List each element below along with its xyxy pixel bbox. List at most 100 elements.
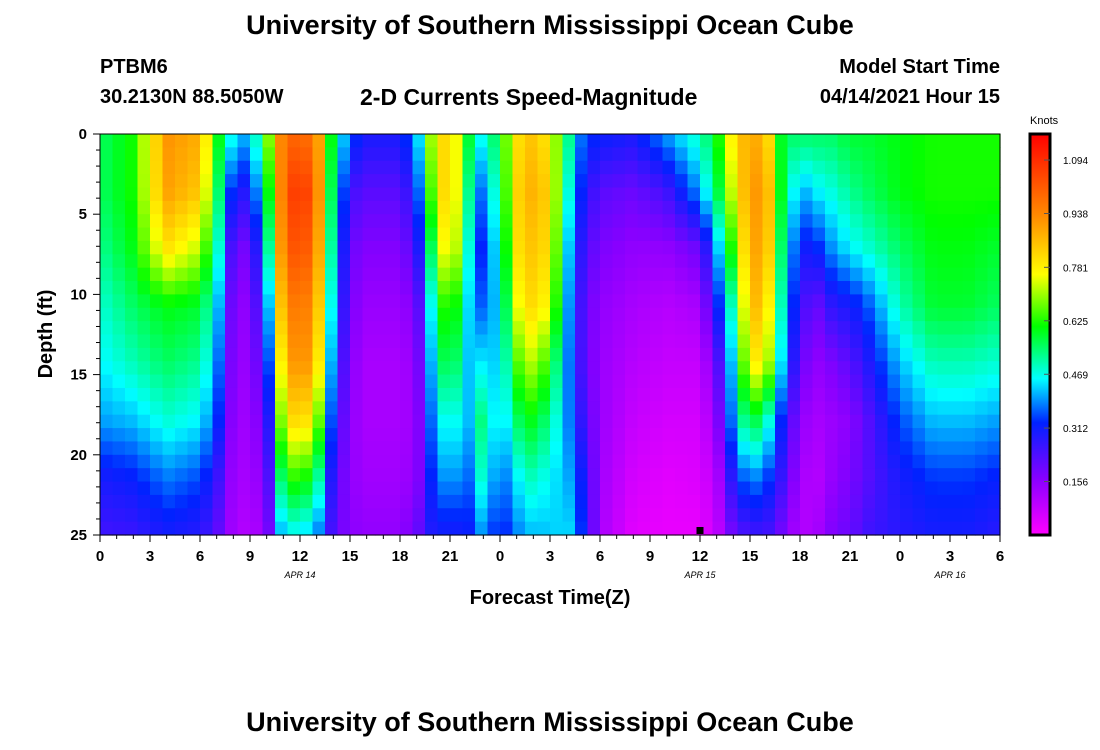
heatmap-cell <box>150 174 164 189</box>
heatmap-cell <box>287 521 301 536</box>
heatmap-cell <box>612 494 626 509</box>
heatmap-cell <box>487 414 501 429</box>
heatmap-cell <box>675 267 689 282</box>
heatmap-cell <box>987 374 1001 389</box>
heatmap-cell <box>962 468 976 483</box>
heatmap-cell <box>887 374 901 389</box>
heatmap-cell <box>587 521 601 536</box>
heatmap-cell <box>750 521 764 536</box>
heatmap-cell <box>425 481 439 496</box>
heatmap-cell <box>725 347 739 362</box>
heatmap-cell <box>312 187 326 202</box>
heatmap-cell <box>625 200 639 215</box>
heatmap-cell <box>225 374 239 389</box>
heatmap-cell <box>387 334 401 349</box>
heatmap-cell <box>925 174 939 189</box>
heatmap-cell <box>237 374 251 389</box>
heatmap-cell <box>387 387 401 402</box>
heatmap-cell <box>225 414 239 429</box>
heatmap-cell <box>987 521 1001 536</box>
heatmap-cell <box>387 294 401 309</box>
heatmap-cell <box>350 401 364 416</box>
heatmap-cell <box>775 281 789 295</box>
heatmap-cell <box>850 214 864 229</box>
heatmap-cell <box>550 267 564 282</box>
heatmap-cell <box>600 160 614 175</box>
heatmap-cell <box>312 347 326 362</box>
heatmap-cell <box>550 387 564 402</box>
heatmap-cell <box>737 374 751 389</box>
station-coordinates: 30.2130N 88.5050W <box>100 86 284 108</box>
station-id: PTBM6 <box>100 56 168 78</box>
heatmap-cell <box>800 174 814 189</box>
heatmap-cell <box>800 387 814 402</box>
heatmap-cell <box>900 361 914 376</box>
heatmap-cell <box>525 294 539 309</box>
heatmap-cell <box>250 240 264 255</box>
heatmap-cell <box>925 401 939 416</box>
heatmap-cell <box>625 361 639 376</box>
heatmap-cell <box>887 147 901 162</box>
heatmap-cell <box>662 240 676 255</box>
heatmap-cell <box>812 134 826 148</box>
heatmap-cell <box>162 508 176 523</box>
heatmap-cell <box>650 414 664 429</box>
heatmap-cell <box>950 494 964 509</box>
heatmap-cell <box>300 307 314 322</box>
heatmap-cell <box>237 134 251 148</box>
heatmap-cell <box>287 187 301 202</box>
heatmap-cell <box>250 508 264 523</box>
heatmap-cell <box>225 187 239 202</box>
heatmap-cell <box>137 414 151 429</box>
heatmap-cell <box>462 227 476 242</box>
heatmap-cell <box>250 147 264 162</box>
heatmap-cell <box>337 200 351 215</box>
heatmap-cell <box>862 481 876 496</box>
heatmap-cell <box>575 401 589 416</box>
heatmap-cell <box>787 494 801 509</box>
heatmap-cell <box>937 321 951 336</box>
heatmap-cell <box>425 374 439 389</box>
heatmap-cell <box>187 441 201 456</box>
heatmap-cell <box>687 347 701 362</box>
heatmap-cell <box>825 134 839 148</box>
heatmap-cell <box>225 134 239 148</box>
heatmap-cell <box>887 187 901 202</box>
heatmap-cell <box>325 281 339 295</box>
heatmap-cell <box>825 521 839 536</box>
heatmap-cell <box>825 454 839 469</box>
heatmap-cell <box>825 414 839 429</box>
heatmap-cell <box>975 454 989 469</box>
heatmap-cell <box>262 521 276 536</box>
heatmap-cell <box>400 134 414 148</box>
heatmap-cell <box>250 494 264 509</box>
heatmap-cell <box>387 307 401 322</box>
heatmap-cell <box>212 147 226 162</box>
heatmap-cell <box>737 160 751 175</box>
heatmap-cell <box>837 147 851 162</box>
heatmap-cell <box>262 200 276 215</box>
heatmap-cell <box>400 281 414 295</box>
heatmap-cell <box>537 267 551 282</box>
heatmap-cell <box>575 521 589 536</box>
heatmap-cell <box>125 200 139 215</box>
heatmap-cell <box>850 174 864 189</box>
heatmap-cell <box>812 428 826 443</box>
heatmap-cell <box>725 294 739 309</box>
heatmap-cell <box>787 401 801 416</box>
heatmap-cell <box>337 508 351 523</box>
heatmap-cell <box>625 508 639 523</box>
heatmap-cell <box>862 454 876 469</box>
heatmap-cell <box>387 227 401 242</box>
heatmap-cell <box>575 160 589 175</box>
heatmap-cell <box>600 387 614 402</box>
heatmap-cell <box>150 147 164 162</box>
heatmap-cell <box>625 147 639 162</box>
heatmap-cell <box>900 254 914 269</box>
heatmap-cell <box>162 401 176 416</box>
heatmap-cell <box>600 521 614 536</box>
heatmap-cell <box>637 254 651 269</box>
heatmap-cell <box>125 321 139 336</box>
heatmap-cell <box>962 508 976 523</box>
heatmap-cell <box>537 401 551 416</box>
